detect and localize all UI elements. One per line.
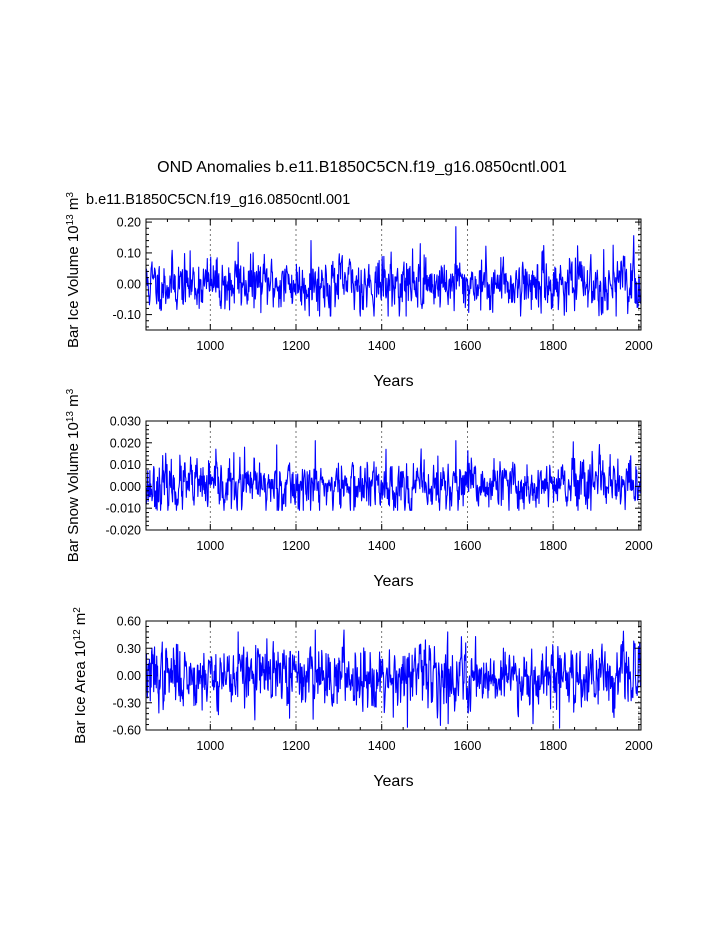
y-axis-title-superscript: 12 <box>72 629 83 641</box>
y-axis-title-superscript: 3 <box>65 388 76 394</box>
x-tick-label: 1200 <box>282 539 310 553</box>
series-line <box>145 226 642 317</box>
x-axis-title: Years <box>373 573 413 590</box>
x-axis-title: Years <box>373 373 413 390</box>
y-axis-title-part: m <box>65 198 82 215</box>
y-tick-label: -0.10 <box>113 308 142 322</box>
y-axis-title: Bar Ice Volume 1013 m3 <box>65 192 83 348</box>
y-axis-title-part: m <box>72 613 89 630</box>
x-tick-label: 1000 <box>196 539 224 553</box>
x-tick-label: 1400 <box>368 339 396 353</box>
y-axis-title-superscript: 13 <box>65 214 76 226</box>
y-tick-label: -0.60 <box>113 724 142 738</box>
panel-3: 1000 1200 1400 1600 1800 2000 -0.60 -0.30 0.00 0.… <box>72 607 653 790</box>
y-tick-label: 0.030 <box>110 415 141 429</box>
x-tick-label: 1600 <box>454 339 482 353</box>
chart-title: OND Anomalies b.e11.B1850C5CN.f19_g16.08… <box>157 159 567 176</box>
x-tick-label: 2000 <box>625 539 653 553</box>
y-axis-title-superscript: 13 <box>65 411 76 423</box>
x-tick-label: 1400 <box>368 739 396 753</box>
y-tick-label: -0.010 <box>106 502 141 516</box>
y-tick-label: 0.30 <box>117 642 141 656</box>
x-tick-label: 2000 <box>625 739 653 753</box>
y-axis-title-part: Bar Ice Volume 10 <box>65 225 82 348</box>
y-tick-label: 0.010 <box>110 458 141 472</box>
y-axis-title: Bar Snow Volume 1013 m3 <box>65 388 83 562</box>
series-line <box>145 629 642 729</box>
y-axis-title-superscript: 2 <box>72 607 83 613</box>
y-tick-label: 0.000 <box>110 480 141 494</box>
x-tick-label: 1600 <box>454 539 482 553</box>
y-tick-label: -0.020 <box>106 524 141 538</box>
x-tick-label: 2000 <box>625 339 653 353</box>
y-tick-label: 0.020 <box>110 436 141 450</box>
y-axis-title-part: Bar Ice Area 10 <box>72 640 89 743</box>
series-subtitle: b.e11.B1850C5CN.f19_g16.0850cntl.001 <box>86 192 350 208</box>
y-axis-title: Bar Ice Area 1012 m2 <box>72 607 90 744</box>
x-tick-label: 1000 <box>196 339 224 353</box>
y-axis-title-part: Bar Snow Volume 10 <box>65 422 82 562</box>
y-tick-label: 0.10 <box>117 246 141 260</box>
x-tick-label: 1600 <box>454 739 482 753</box>
y-axis-title-superscript: 3 <box>65 192 76 198</box>
x-tick-label: 1000 <box>196 739 224 753</box>
y-tick-label: 0.00 <box>117 277 141 291</box>
series-line <box>145 440 642 511</box>
plot-frame <box>145 218 642 331</box>
x-tick-label: 1800 <box>539 539 567 553</box>
y-tick-label: 0.60 <box>117 615 141 629</box>
panel-1: 1000 1200 1400 1600 1800 2000 -0.10 0.00 0.10 0.2… <box>65 192 653 390</box>
x-tick-label: 1400 <box>368 539 396 553</box>
panel-2: 1000 1200 1400 1600 1800 2000 -0.020 -0.010 0.00… <box>65 388 653 590</box>
x-tick-label: 1200 <box>282 339 310 353</box>
x-axis-title: Years <box>373 773 413 790</box>
y-tick-label: 0.20 <box>117 216 141 230</box>
x-tick-label: 1800 <box>539 339 567 353</box>
x-tick-label: 1200 <box>282 739 310 753</box>
plot-frame <box>145 420 642 531</box>
y-tick-label: -0.30 <box>113 696 142 710</box>
x-tick-label: 1800 <box>539 739 567 753</box>
y-tick-label: 0.00 <box>117 669 141 683</box>
panels: 1000 1200 1400 1600 1800 2000 -0.10 0.00 0.10 0.2… <box>65 192 653 790</box>
y-axis-title-part: m <box>65 394 82 411</box>
